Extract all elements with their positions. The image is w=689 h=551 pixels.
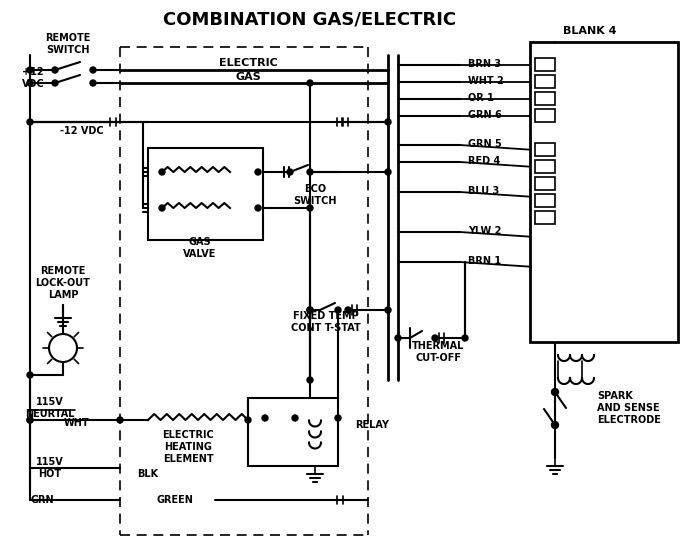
Circle shape (255, 169, 261, 175)
Bar (535, 177, 555, 190)
Bar (535, 92, 555, 105)
Text: ELECTRIC
HEATING
ELEMENT: ELECTRIC HEATING ELEMENT (162, 430, 214, 463)
Circle shape (385, 169, 391, 175)
Circle shape (90, 67, 96, 73)
Text: GREEN: GREEN (156, 495, 194, 505)
Circle shape (292, 415, 298, 421)
Bar (535, 58, 555, 71)
Circle shape (307, 205, 313, 211)
Bar (535, 75, 555, 88)
Circle shape (335, 415, 341, 421)
Circle shape (159, 205, 165, 211)
Text: 115V
NEURTAL: 115V NEURTAL (25, 397, 74, 419)
Bar (535, 160, 555, 173)
Text: +12
VDC: +12 VDC (22, 67, 45, 89)
Circle shape (27, 80, 33, 86)
Circle shape (385, 307, 391, 313)
Circle shape (52, 67, 58, 73)
Text: BRN 3: BRN 3 (468, 59, 501, 69)
Circle shape (462, 335, 468, 341)
Text: WHT 2: WHT 2 (468, 76, 504, 86)
Bar (530, 42, 678, 342)
Text: GRN: GRN (30, 495, 54, 505)
Text: OR 1: OR 1 (468, 93, 494, 103)
Text: THERMAL
CUT-OFF: THERMAL CUT-OFF (412, 341, 464, 363)
Text: ECO
SWITCH: ECO SWITCH (294, 184, 337, 206)
Text: -12 VDC: -12 VDC (60, 126, 104, 136)
Text: GAS: GAS (235, 72, 261, 82)
Circle shape (27, 417, 33, 423)
Circle shape (307, 169, 313, 175)
Circle shape (245, 417, 251, 423)
Text: ELECTRIC: ELECTRIC (218, 58, 278, 68)
Circle shape (307, 307, 313, 313)
Text: REMOTE
LOCK-OUT
LAMP: REMOTE LOCK-OUT LAMP (36, 266, 90, 300)
Text: BLU 3: BLU 3 (468, 186, 500, 196)
Circle shape (52, 80, 58, 86)
Circle shape (307, 307, 313, 313)
Circle shape (159, 169, 165, 175)
Text: 115V
HOT: 115V HOT (36, 457, 64, 479)
Text: FIXED TEMP
CONT T-STAT: FIXED TEMP CONT T-STAT (291, 311, 361, 333)
Text: BLK: BLK (137, 469, 158, 479)
Circle shape (551, 422, 559, 429)
Circle shape (385, 119, 391, 125)
Text: GAS
VALVE: GAS VALVE (183, 237, 216, 259)
Circle shape (262, 415, 268, 421)
Circle shape (307, 80, 313, 86)
Circle shape (27, 67, 33, 73)
Circle shape (90, 80, 96, 86)
Text: GRN 6: GRN 6 (468, 110, 502, 120)
Circle shape (395, 335, 401, 341)
Text: COMBINATION GAS/ELECTRIC: COMBINATION GAS/ELECTRIC (163, 11, 457, 29)
Text: GRN 5: GRN 5 (468, 139, 502, 149)
Circle shape (27, 372, 33, 378)
Text: RED 4: RED 4 (468, 156, 500, 166)
Circle shape (27, 119, 33, 125)
Bar (248, 398, 338, 466)
Bar (148, 148, 263, 240)
Bar (535, 109, 555, 122)
Text: WHT: WHT (64, 418, 90, 428)
Bar (535, 143, 555, 156)
Bar (535, 211, 555, 224)
Circle shape (335, 307, 341, 313)
Circle shape (432, 335, 438, 341)
Circle shape (287, 169, 293, 175)
Text: BRN 1: BRN 1 (468, 256, 501, 266)
Text: SPARK
AND SENSE
ELECTRODE: SPARK AND SENSE ELECTRODE (597, 391, 661, 425)
Circle shape (551, 388, 559, 396)
Circle shape (307, 377, 313, 383)
Circle shape (117, 417, 123, 423)
Bar (535, 194, 555, 207)
Text: REMOTE
SWITCH: REMOTE SWITCH (45, 33, 91, 55)
Text: RELAY: RELAY (355, 420, 389, 430)
Circle shape (27, 417, 33, 423)
Text: YLW 2: YLW 2 (468, 226, 502, 236)
Circle shape (345, 307, 351, 313)
Text: BLANK 4: BLANK 4 (563, 26, 617, 36)
Circle shape (255, 205, 261, 211)
